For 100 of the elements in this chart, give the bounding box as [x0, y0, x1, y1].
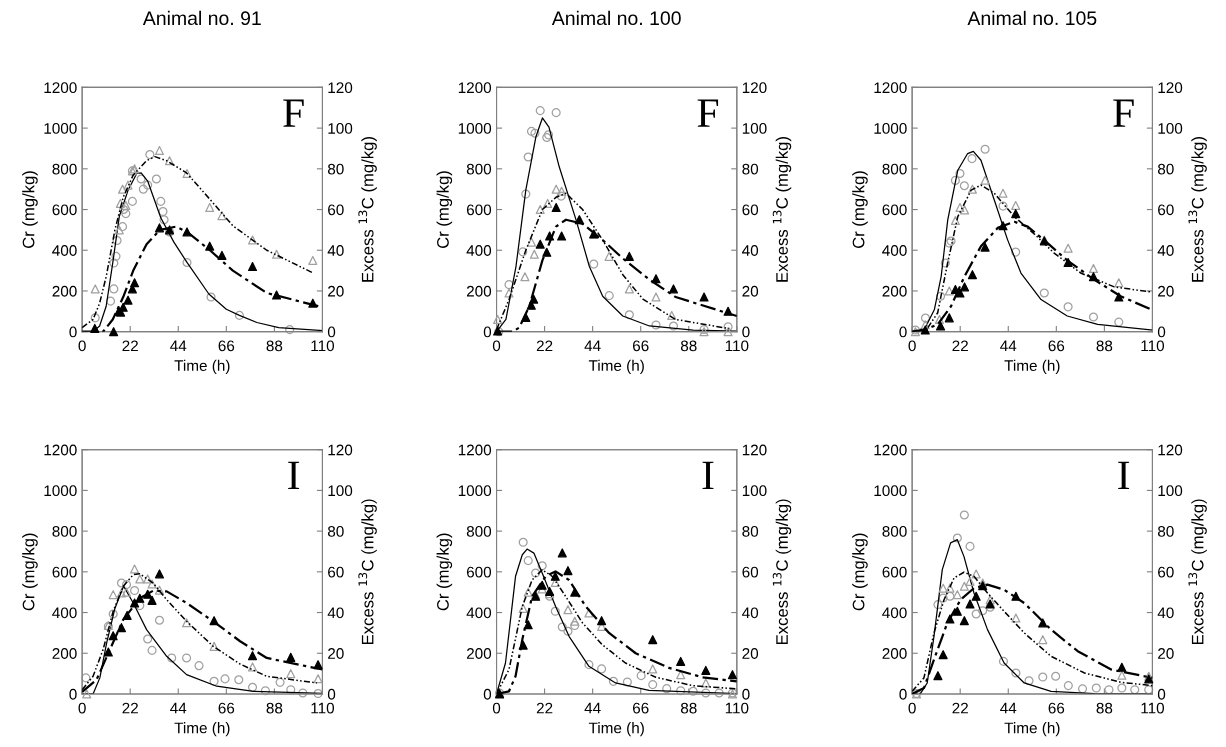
y2-tick-label: 100	[328, 122, 353, 134]
y2-tick-label: 0	[1157, 688, 1166, 700]
y2-tick-label: 20	[742, 285, 759, 297]
annotation: I	[1118, 461, 1130, 490]
x-axis-title: Time (h)	[1004, 359, 1060, 375]
y2-tick-label: 0	[327, 688, 336, 700]
y2-tick-label: 40	[742, 607, 759, 619]
y2-tick-label: 60	[742, 204, 759, 216]
y2-tick-label: 20	[1158, 648, 1174, 659]
y-tick-label: 1000	[458, 485, 492, 497]
y2-tick-label: 120	[328, 444, 353, 456]
x-tick-label: 0	[908, 340, 916, 352]
y-tick-label: 600	[52, 566, 77, 578]
y2-tick-label: 40	[1157, 607, 1174, 619]
y-tick-label: 200	[52, 285, 77, 297]
y2-axis-title: Excess $^{13}$C (mg/kg)	[1188, 499, 1207, 644]
y-tick-label: 1200	[458, 82, 492, 94]
annotation: F	[697, 99, 719, 127]
y-tick-label: 800	[882, 163, 907, 175]
x-tick-label: 22	[122, 340, 138, 352]
y-tick-label: 1200	[874, 444, 907, 456]
x-tick-label: 44	[170, 702, 187, 714]
x-axis-title: Time (h)	[174, 722, 230, 737]
y-tick-label: 200	[52, 648, 77, 659]
x-tick-label: 44	[584, 340, 601, 352]
y2-tick-label: 100	[742, 485, 767, 497]
y2-axis-title: Excess $^{13}$C (mg/kg)	[772, 137, 792, 282]
y2-tick-label: 100	[1158, 122, 1183, 134]
x-tick-label: 44	[1000, 702, 1017, 714]
y2-tick-label: 120	[742, 444, 767, 456]
y-axis-title: Cr (mg/kg)	[436, 533, 453, 611]
y-tick-label: 600	[466, 566, 492, 578]
y-axis-title: Cr (mg/kg)	[22, 533, 38, 611]
annotation: I	[288, 461, 300, 490]
x-tick-label: 66	[218, 702, 235, 714]
y-axis-title: Cr (mg/kg)	[852, 171, 868, 249]
y2-tick-label: 100	[742, 122, 767, 134]
y2-tick-label: 120	[742, 82, 767, 94]
y-tick-label: 1200	[44, 82, 77, 94]
y2-tick-label: 20	[328, 648, 344, 659]
y-tick-label: 800	[882, 525, 907, 537]
x-tick-label: 88	[1096, 702, 1113, 714]
y-tick-label: 0	[69, 688, 77, 700]
y2-tick-label: 120	[328, 82, 353, 94]
y2-tick-label: 60	[328, 566, 344, 578]
y2-tick-label: 20	[328, 285, 344, 297]
y-tick-label: 400	[52, 245, 77, 256]
y-tick-label: 400	[882, 607, 907, 619]
x-axis-title: Time (h)	[1004, 722, 1060, 737]
x-axis-title: Time (h)	[588, 722, 644, 737]
y-tick-label: 200	[466, 285, 492, 297]
y2-tick-label: 60	[742, 566, 759, 578]
annotation: I	[702, 461, 714, 490]
y2-tick-label: 40	[742, 245, 759, 256]
y-axis-title: Cr (mg/kg)	[436, 171, 453, 249]
y2-tick-label: 0	[1157, 326, 1166, 338]
x-tick-label: 110	[1141, 340, 1165, 352]
y2-tick-label: 0	[327, 326, 336, 338]
y-tick-label: 1000	[874, 485, 907, 497]
annotation: F	[283, 99, 304, 127]
x-tick-label: 66	[1048, 340, 1065, 352]
y-tick-label: 800	[52, 163, 77, 175]
y2-tick-label: 60	[1158, 204, 1174, 216]
x-tick-label: 66	[632, 702, 649, 714]
x-axis-title: Time (h)	[174, 359, 230, 375]
y-tick-label: 1000	[874, 122, 907, 134]
x-tick-label: 44	[584, 702, 601, 714]
x-tick-label: 110	[311, 702, 335, 714]
x-tick-label: 0	[908, 702, 916, 714]
y-tick-label: 800	[466, 163, 492, 175]
y-axis-title: Cr (mg/kg)	[852, 533, 868, 611]
x-tick-label: 110	[1141, 702, 1165, 714]
chart-title: Animal no. 105	[967, 10, 1097, 26]
y-tick-label: 1000	[44, 485, 77, 497]
y-tick-label: 400	[52, 607, 77, 619]
y2-tick-label: 60	[1158, 566, 1174, 578]
y-tick-label: 1200	[458, 444, 492, 456]
x-tick-label: 22	[952, 340, 968, 352]
y-tick-label: 200	[466, 648, 492, 659]
x-tick-label: 22	[952, 702, 968, 714]
y2-tick-label: 80	[742, 525, 759, 537]
y2-tick-label: 100	[328, 485, 353, 497]
y-tick-label: 600	[882, 204, 907, 216]
y-tick-label: 0	[899, 326, 907, 338]
y-tick-label: 1200	[874, 82, 907, 94]
y-tick-label: 400	[466, 607, 492, 619]
y2-axis-title: Excess $^{13}$C (mg/kg)	[772, 499, 792, 644]
x-tick-label: 110	[311, 340, 335, 352]
y-axis-title: Cr (mg/kg)	[22, 171, 38, 249]
y-tick-label: 1200	[44, 444, 77, 456]
x-tick-label: 110	[725, 340, 749, 352]
y2-tick-label: 20	[742, 648, 759, 659]
y-tick-label: 200	[882, 648, 907, 659]
y-tick-label: 800	[52, 525, 77, 537]
x-tick-label: 44	[170, 340, 187, 352]
y-tick-label: 0	[483, 326, 492, 338]
y-tick-label: 600	[466, 204, 492, 216]
y2-tick-label: 0	[742, 326, 750, 338]
y2-tick-label: 80	[327, 163, 344, 175]
x-tick-label: 66	[632, 340, 649, 352]
